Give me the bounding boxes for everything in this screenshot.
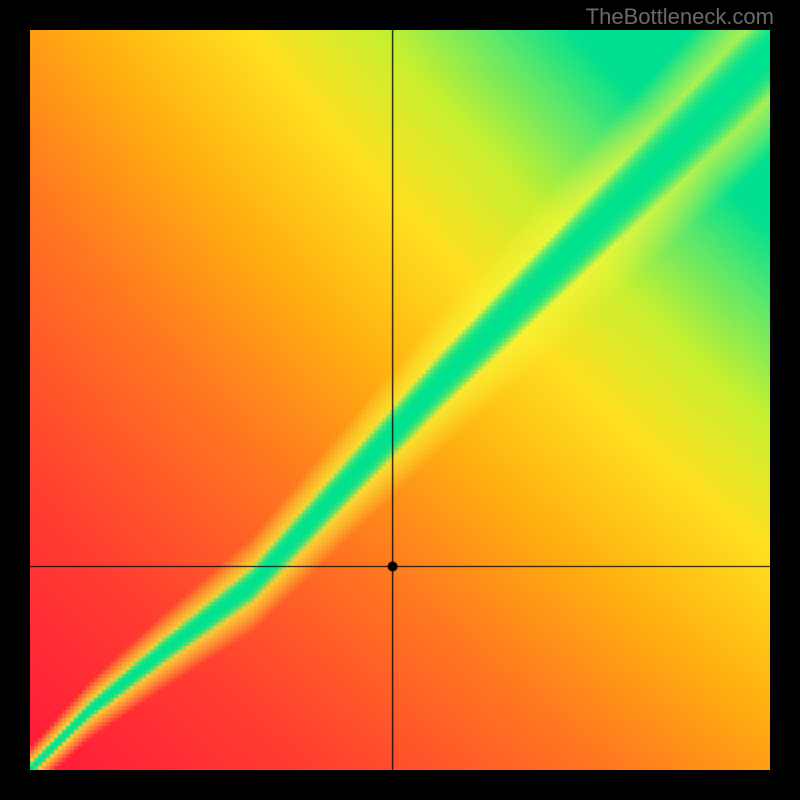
heatmap-canvas (30, 30, 770, 770)
chart-container: { "canvas": { "width": 800, "height": 80… (0, 0, 800, 800)
watermark-text: TheBottleneck.com (586, 4, 774, 30)
